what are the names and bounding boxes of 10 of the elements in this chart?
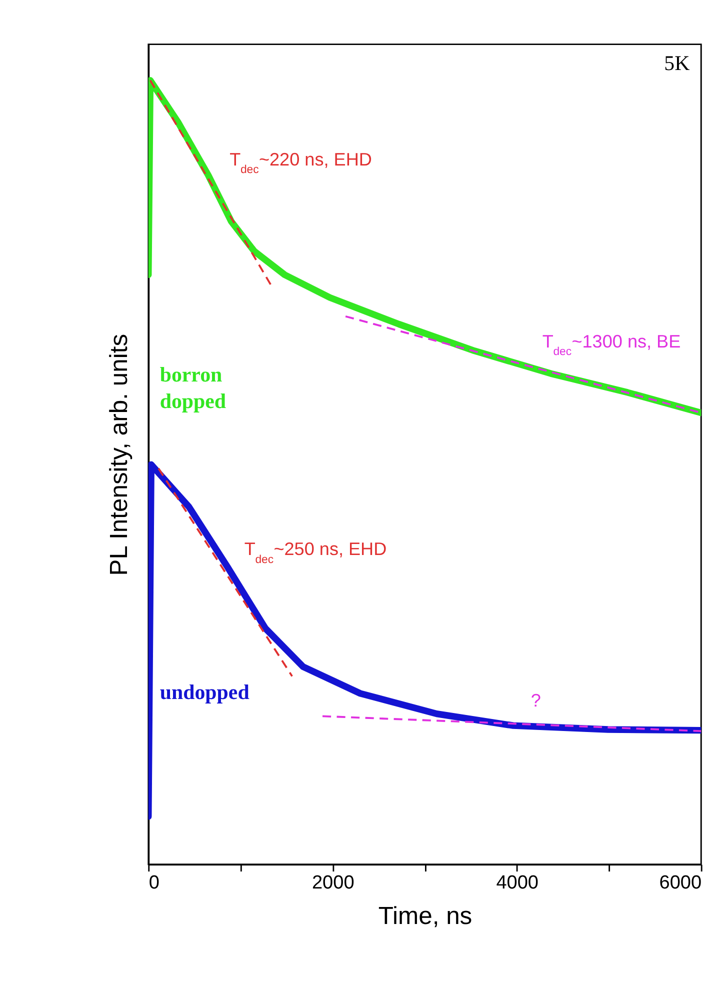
x-tick-label: 4000 [496,872,539,894]
y-axis-title: PL Intensity, arb. units [106,334,133,576]
x-tick-label: 2000 [312,872,354,894]
annotation: ? [530,690,541,711]
series-label: undopped [160,680,250,704]
x-tick-label: 0 [148,872,160,894]
text: borron dopped [160,362,226,414]
text: 5K [664,51,690,76]
x-axis-title: Time, ns [378,902,472,930]
x-tick-label: 6000 [659,872,702,894]
